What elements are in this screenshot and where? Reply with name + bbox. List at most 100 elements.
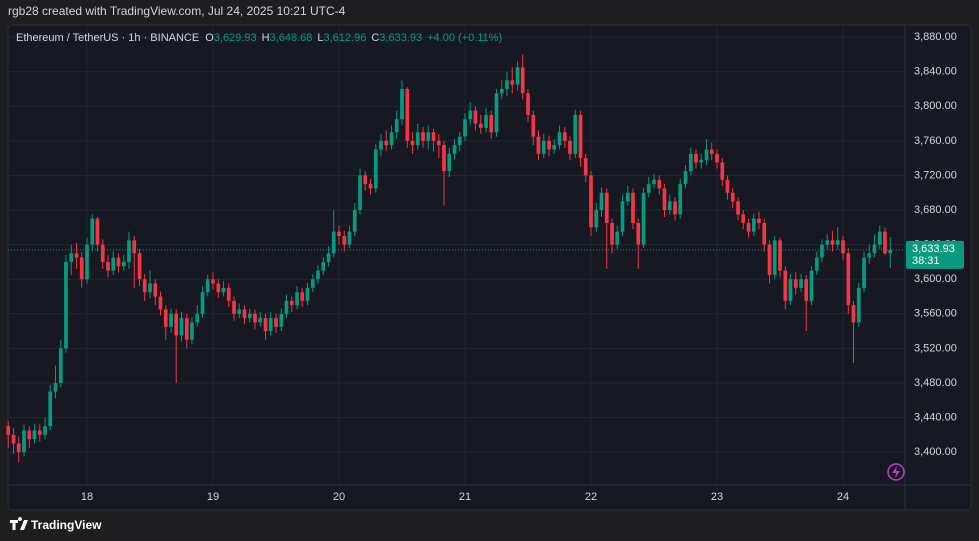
candle-body — [830, 240, 835, 245]
candle-body — [127, 240, 131, 262]
candle-body — [64, 261, 68, 349]
candle-body — [410, 140, 415, 146]
candle-body — [494, 93, 499, 133]
candle-body — [562, 132, 567, 141]
change: +4.00 (+0.11%) — [427, 32, 502, 44]
candle-body — [610, 223, 614, 245]
candle-body — [379, 140, 383, 150]
candle-body — [484, 114, 488, 128]
candle-body — [11, 434, 16, 444]
candle-body — [148, 283, 152, 293]
candle-body — [683, 171, 688, 185]
candle-body — [253, 313, 257, 323]
candle-body — [205, 279, 210, 293]
candle-body — [652, 179, 656, 185]
candle-body — [788, 279, 793, 301]
candle-body — [515, 67, 520, 85]
x-tick-label: 24 — [837, 491, 849, 503]
y-tick-label: 3,520.00 — [914, 342, 957, 354]
candle-body — [100, 244, 105, 262]
candle-body — [142, 279, 147, 293]
candle-body — [43, 426, 47, 435]
candle-body — [814, 257, 819, 271]
candle-body — [405, 88, 410, 141]
candle-body — [636, 223, 641, 245]
candle-body — [237, 309, 242, 314]
candle-body — [799, 279, 803, 288]
candle-body — [541, 140, 546, 154]
alert-icon[interactable] — [887, 463, 905, 481]
candle-body — [431, 132, 436, 141]
candle-body — [536, 136, 541, 154]
candle-body — [583, 158, 588, 176]
candle-body — [331, 231, 336, 254]
candle-body — [200, 292, 205, 314]
candle-body — [305, 287, 310, 301]
ohlc-value: 3,633.93 — [379, 32, 422, 44]
candle-body — [841, 240, 845, 254]
candle-body — [778, 240, 782, 271]
y-tick-label: 3,400.00 — [914, 446, 957, 458]
candle-body — [242, 309, 247, 319]
candle-body — [279, 313, 284, 327]
candle-body — [132, 240, 137, 254]
candle-body — [163, 309, 168, 327]
candle-body — [762, 223, 767, 245]
candle-body — [310, 279, 315, 288]
candle-body — [289, 300, 294, 306]
candle-body — [284, 300, 289, 314]
countdown: 38:31 — [912, 255, 940, 267]
candle-body — [888, 249, 893, 254]
candle-body — [384, 140, 389, 146]
candle-body — [688, 153, 693, 172]
candle-body — [772, 240, 777, 275]
candle-body — [153, 283, 158, 297]
candle-body — [673, 201, 677, 215]
candle-body — [216, 283, 221, 293]
ohlc-value: 3,648.68 — [270, 32, 313, 44]
candle-body — [6, 426, 11, 435]
candle-body — [678, 184, 683, 215]
candle-body — [321, 261, 326, 271]
candle-body — [85, 244, 89, 280]
candle-body — [447, 153, 452, 172]
candle-body — [232, 300, 236, 314]
candle-body — [116, 257, 121, 267]
candle-body — [184, 318, 189, 340]
ohlc-value: 3,612.96 — [324, 32, 367, 44]
candle-body — [69, 253, 74, 262]
candle-body — [615, 231, 620, 245]
candle-body — [342, 235, 347, 245]
candle-body — [169, 313, 173, 327]
candle-body — [300, 292, 305, 301]
ohlc-key: L — [317, 32, 323, 44]
candle-body — [694, 153, 698, 163]
x-tick-label: 23 — [711, 491, 723, 503]
y-tick-label: 3,720.00 — [914, 169, 957, 181]
candle-body — [426, 132, 431, 141]
y-tick-label: 3,880.00 — [914, 31, 957, 43]
x-tick-label: 18 — [81, 491, 93, 503]
candle-body — [589, 175, 593, 228]
candle-body — [295, 292, 299, 306]
candle-body — [347, 231, 352, 245]
candle-body — [452, 145, 457, 154]
candle-body — [258, 318, 263, 323]
ohlc-key: O — [205, 32, 214, 44]
symbol-title: Ethereum / TetherUS · 1h · BINANCE — [16, 32, 199, 44]
ohlc: O3,629.93 H3,648.68 L3,612.96 C3,633.93 +4.0… — [205, 32, 502, 44]
candle-body — [867, 253, 872, 258]
candle-body — [436, 140, 441, 146]
candle-body — [179, 318, 184, 336]
candle-body — [846, 253, 851, 306]
candle-body — [368, 184, 373, 189]
candle-body — [158, 296, 163, 310]
candle-body — [604, 192, 609, 224]
candle-body — [851, 305, 856, 323]
candle-body — [190, 322, 194, 340]
last-price-box — [906, 240, 964, 269]
chart-panel — [7, 24, 972, 511]
candle-body — [48, 391, 53, 427]
candle-body — [725, 179, 730, 193]
candle-body — [90, 218, 95, 245]
